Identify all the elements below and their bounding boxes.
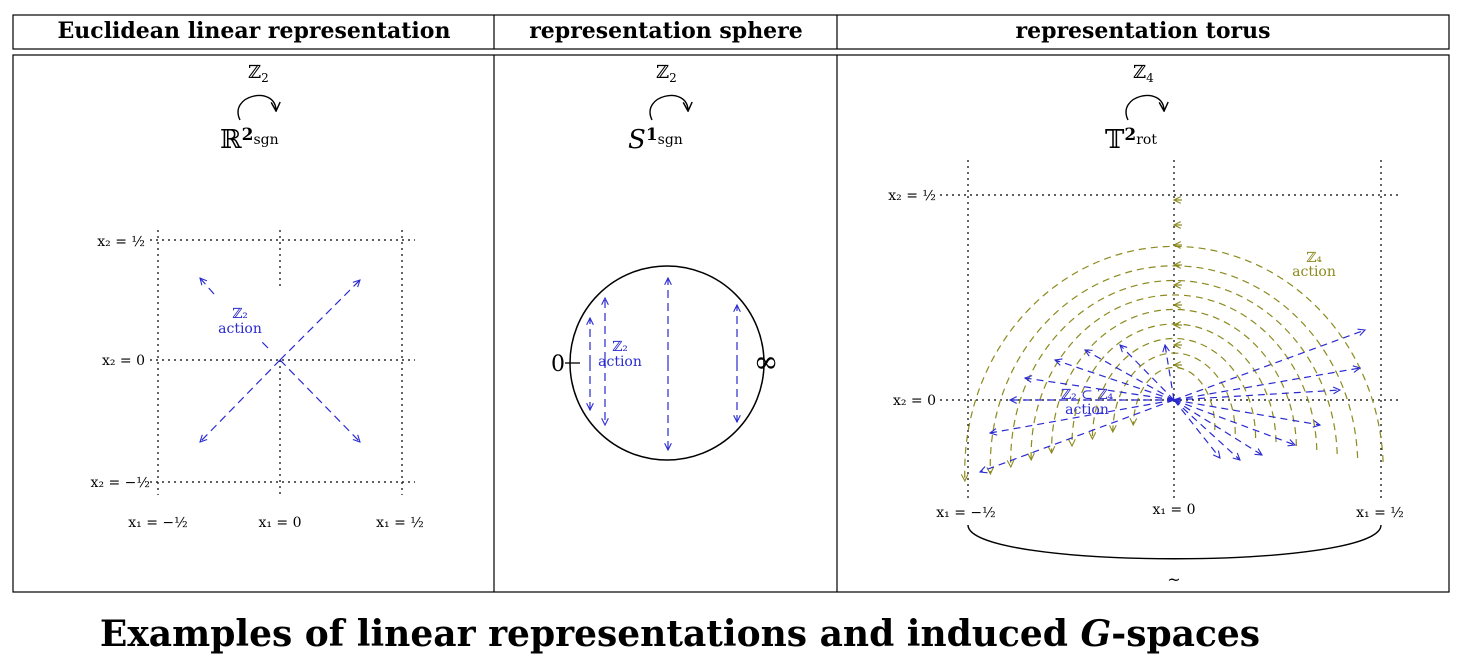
z2-action-arrow: [1025, 378, 1175, 401]
z2-action-arrow: [980, 399, 1175, 472]
space-sub: sgn: [253, 132, 278, 148]
action-label: ℤ₂: [232, 306, 248, 322]
z2-action-arrow: [1173, 390, 1340, 401]
point-zero: 0: [551, 352, 565, 377]
header: representation torus: [1015, 18, 1270, 44]
space-label: 𝕋2rot: [1105, 125, 1157, 155]
z2-action-arrow: [1173, 399, 1220, 458]
z4-action-arc: [965, 245, 1384, 481]
point-infinity: ∞: [754, 345, 779, 380]
space-sub: rot: [1136, 132, 1157, 148]
x-label: x₁ = −½: [936, 505, 995, 521]
z2-action-arrow: [1173, 368, 1360, 401]
z4-action-arc: [1133, 366, 1216, 431]
z2-action-arrow: [1173, 330, 1365, 401]
group-base: ℤ: [1133, 62, 1146, 83]
action-label: ℤ₄: [1306, 250, 1322, 266]
space-base: 𝕋: [1105, 125, 1125, 155]
space-sup: 1: [646, 125, 658, 145]
action-label: ℤ₂ ⊂ ℤ₄: [1061, 387, 1114, 403]
space-sup: 2: [1124, 125, 1136, 145]
action-label: action: [598, 354, 642, 370]
space-base: S: [628, 125, 646, 155]
z2-action-arrow: [1055, 360, 1175, 401]
header: Euclidean linear representation: [58, 18, 451, 44]
x-label: x₁ = ½: [376, 515, 424, 531]
z2-action-arrow: [1173, 399, 1320, 425]
x-label: x₁ = ½: [1356, 505, 1404, 521]
table-frame: [12, 14, 1450, 593]
z2-action-arrow: [1085, 350, 1175, 401]
group-sub: 2: [261, 71, 269, 85]
x-label: x₁ = 0: [1152, 502, 1195, 518]
z2-action-arrow: [1165, 345, 1175, 401]
z4-action-arc: [1113, 352, 1236, 435]
group-sub: 4: [1146, 71, 1154, 85]
group-label: ℤ2: [656, 62, 677, 85]
z4-action-arc: [1072, 323, 1277, 446]
z2-action-arrow: [1173, 399, 1295, 445]
y-label: x₂ = −½: [91, 475, 150, 491]
group-sub: 2: [669, 71, 677, 85]
action-label: action: [1292, 264, 1336, 280]
space-base: ℝ: [220, 125, 242, 155]
z4-action-arc: [1031, 294, 1318, 460]
z4-action-arc: [990, 265, 1359, 474]
group-base: ℤ: [656, 62, 669, 83]
space-label: S1sgn: [628, 125, 683, 155]
z2-action-arrow: [1120, 345, 1175, 401]
caption-text: -spaces: [1111, 613, 1260, 655]
action-label: ℤ₂: [612, 339, 628, 355]
header: representation sphere: [529, 18, 803, 44]
z2-action-arrow: [1173, 399, 1262, 455]
x-label: x₁ = 0: [258, 515, 301, 531]
panel-euclidean: ℤ₂ action x₂ = ½ x₂ = 0 x₂ = −½ x₁ = −½ …: [91, 230, 424, 531]
panel-sphere: ℤ₂ action 0 ∞: [551, 265, 779, 461]
group-action-icons: [237, 94, 1164, 121]
action-label: action: [218, 321, 262, 337]
y-label: x₂ = ½: [97, 234, 145, 250]
space-sub: sgn: [658, 132, 683, 148]
group-label: ℤ4: [1133, 62, 1154, 85]
caption-text: Examples of linear representations and i…: [100, 613, 1081, 655]
space-sup: 2: [242, 125, 254, 145]
y-label: x₂ = ½: [888, 188, 936, 204]
y-label: x₂ = 0: [102, 353, 145, 369]
identification-brace: [967, 524, 1382, 560]
z2-action-arrow: [1173, 399, 1240, 460]
caption-text: G: [1081, 613, 1112, 655]
identification-label: ~: [1167, 570, 1180, 589]
group-base: ℤ: [248, 62, 261, 83]
caption: Examples of linear representations and i…: [100, 613, 1260, 655]
group-label: ℤ2: [248, 62, 269, 85]
x-label: x₁ = −½: [128, 515, 187, 531]
space-label: ℝ2sgn: [220, 125, 279, 155]
z4-action-arc: [1011, 279, 1338, 467]
y-label: x₂ = 0: [893, 393, 936, 409]
panel-torus: ℤ₄ action ℤ₂ ⊂ ℤ₄ action x₂ = ½ x₂ = 0 x…: [888, 160, 1404, 589]
